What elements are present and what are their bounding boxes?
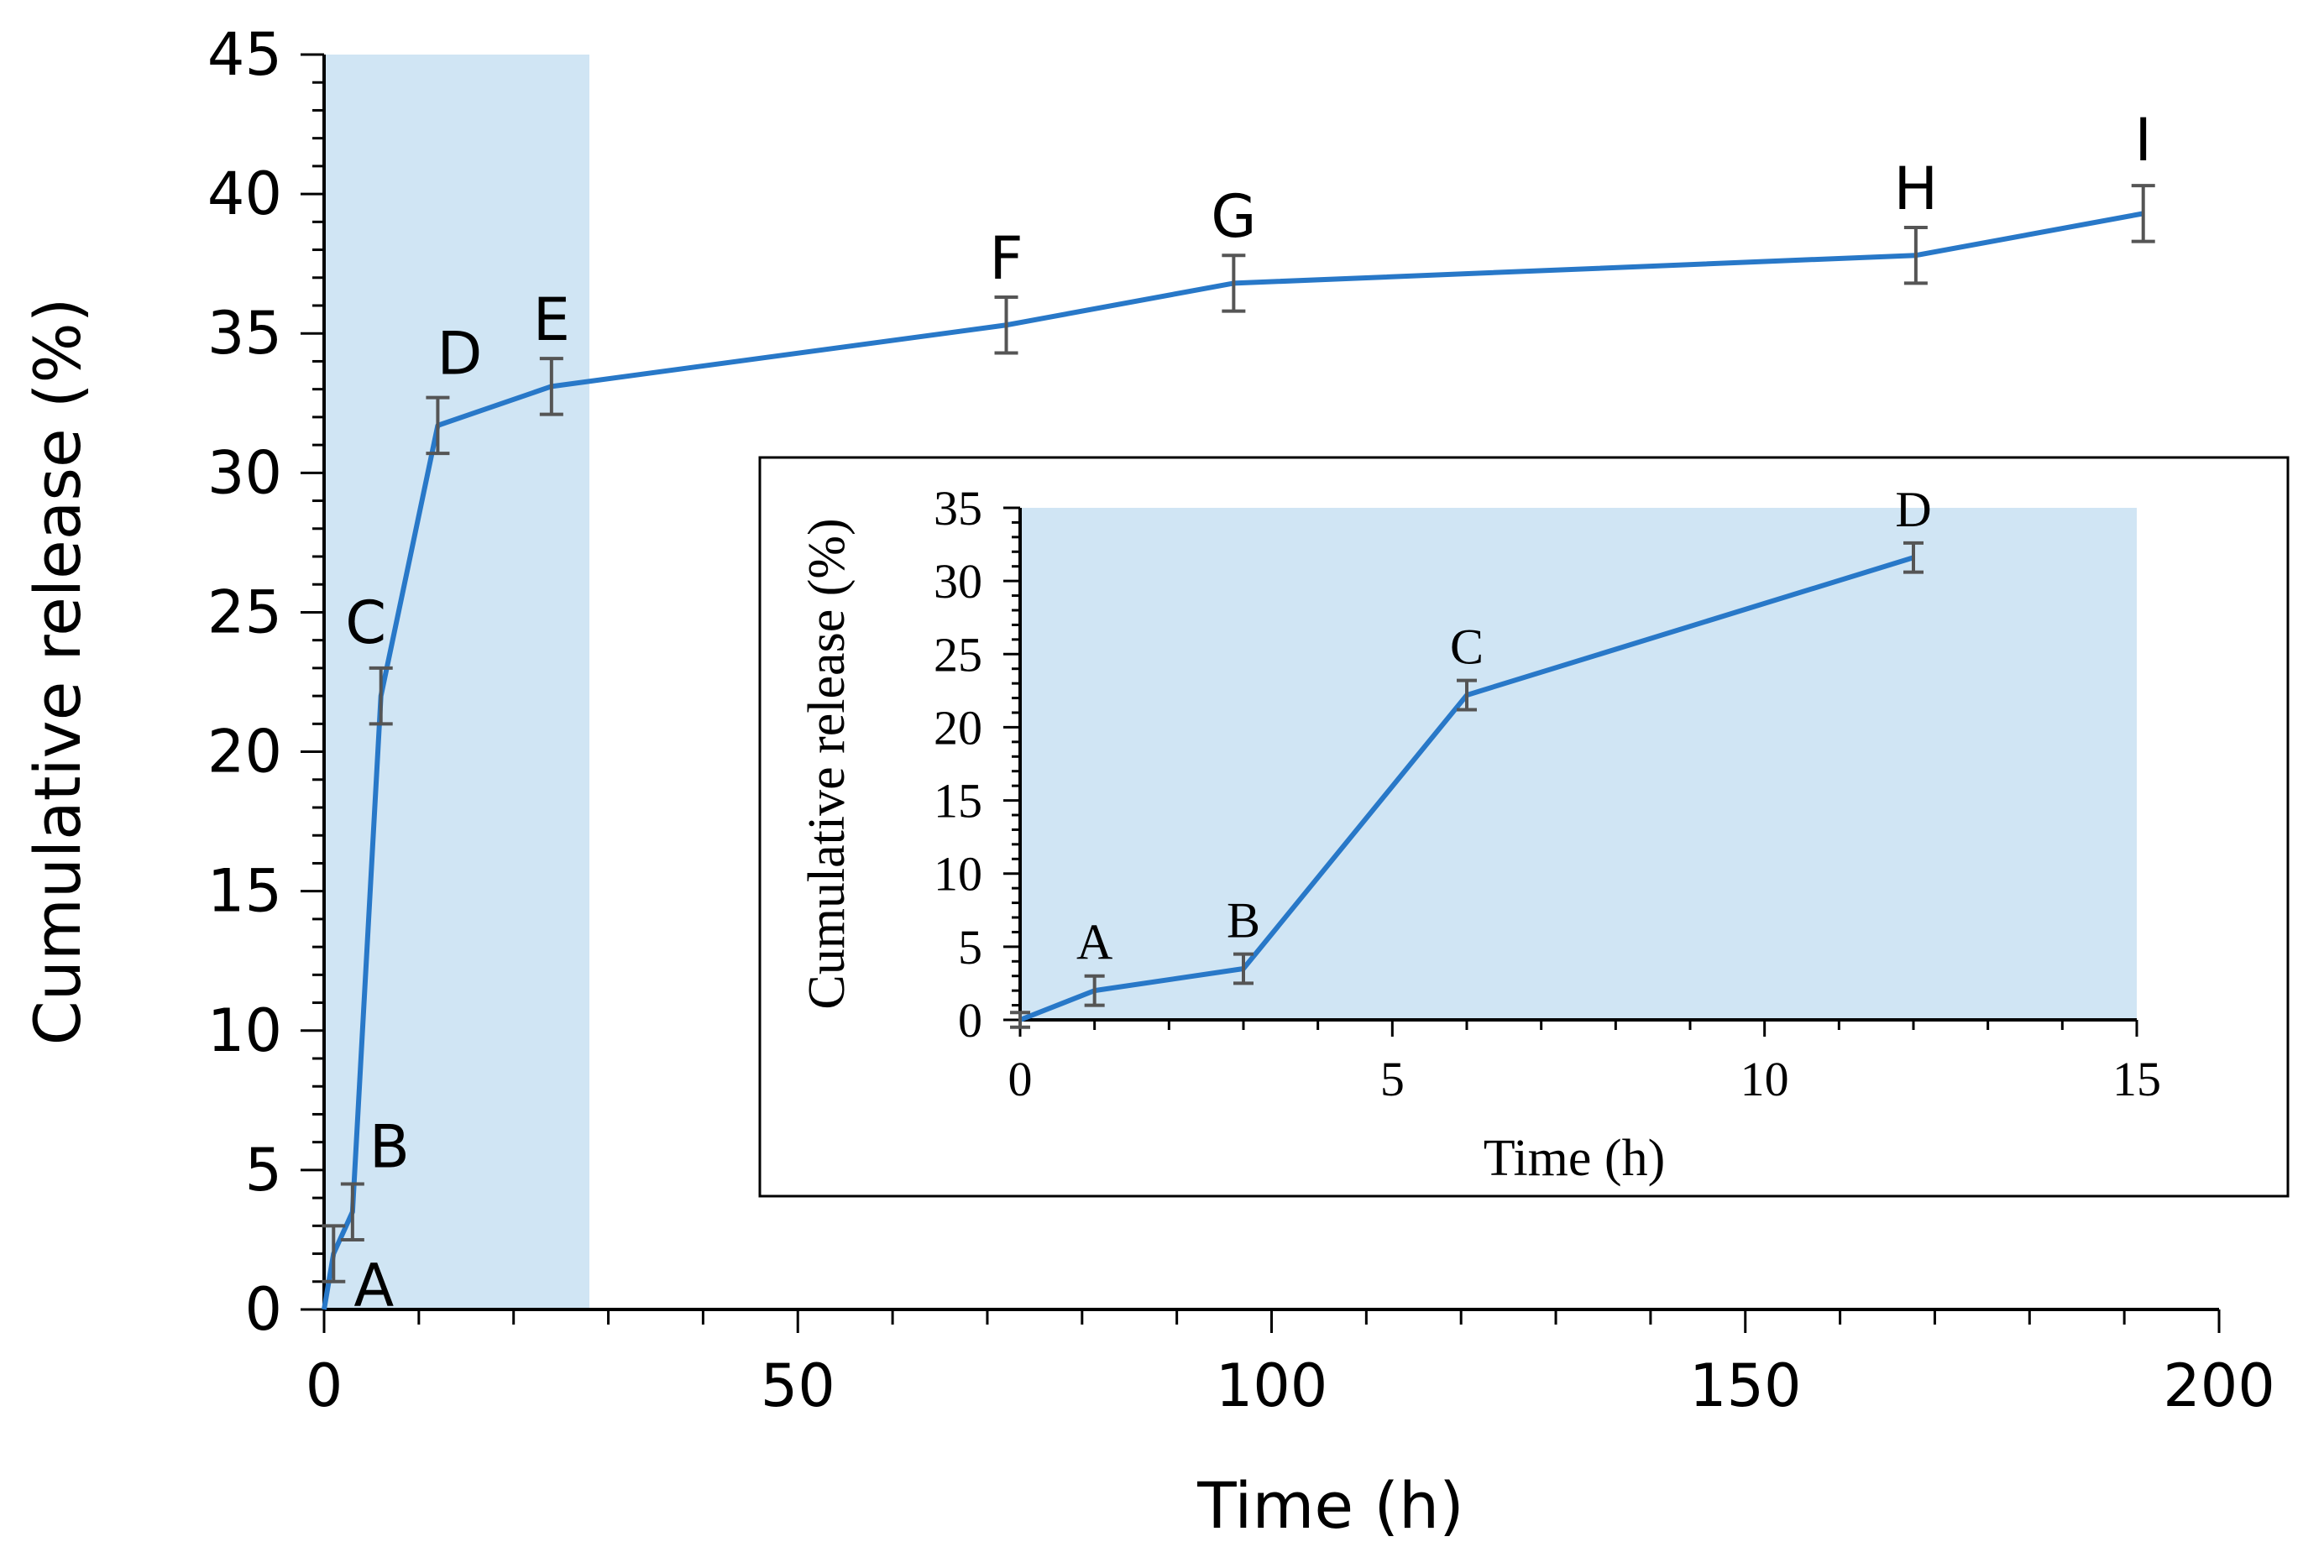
main-error-bar: [1903, 225, 1928, 285]
inset-y-tick-label: 0: [958, 993, 982, 1048]
inset-error-bar: [1457, 678, 1477, 712]
main-error-bar: [426, 395, 450, 456]
main-x-tick-label: 200: [2163, 1351, 2275, 1420]
main-error-bar: [322, 1224, 346, 1283]
main-point-label-A: A: [353, 1251, 394, 1320]
inset-y-tick-label: 5: [958, 920, 982, 975]
inset-point-label-D: D: [1895, 482, 1931, 537]
main-y-tick-label: 15: [207, 857, 282, 926]
main-error-bar: [340, 1182, 364, 1241]
main-y-tick-label: 45: [207, 20, 282, 89]
main-error-bar: [994, 295, 1018, 355]
main-y-axis-title: Cumulative release (%): [20, 298, 95, 1046]
inset-point-label-C: C: [1450, 619, 1484, 675]
main-point-label-F: F: [989, 224, 1023, 293]
main-error-bar: [2131, 184, 2155, 243]
main-point-label-D: D: [437, 320, 482, 389]
main-y-tick-label: 35: [207, 299, 282, 368]
inset-x-tick-label: 5: [1380, 1052, 1405, 1106]
inset-y-tick-label: 10: [934, 847, 982, 902]
inset-y-tick-label: 25: [934, 627, 982, 682]
inset-y-tick-label: 30: [934, 554, 982, 609]
main-point-label-E: E: [533, 285, 570, 354]
inset-error-bar: [1903, 541, 1924, 574]
main-x-tick-label: 100: [1216, 1351, 1328, 1420]
main-point-label-I: I: [2134, 106, 2152, 175]
inset-y-tick-label: 20: [934, 700, 982, 755]
main-error-bar: [369, 666, 393, 726]
inset-point-labels: A B C D: [1076, 482, 1932, 970]
inset-shaded-region: [1020, 508, 2137, 1020]
main-y-tick-label: 5: [244, 1136, 282, 1205]
main-x-tick-label: 50: [761, 1351, 835, 1420]
main-y-tick-label: 20: [207, 718, 282, 787]
inset-x-tick-label: 15: [2112, 1052, 2161, 1106]
main-point-label-C: C: [345, 588, 386, 657]
inset-error-bar: [1233, 952, 1254, 985]
main-error-bars: [322, 184, 2155, 1283]
inset-error-bar: [1010, 1011, 1030, 1029]
main-y-tick-label: 30: [207, 438, 282, 507]
inset-y-tick-label: 15: [934, 774, 982, 828]
main-series-line: [322, 211, 2144, 1310]
inset-x-tick-label: 0: [1008, 1052, 1033, 1106]
main-y-axis-ticks: 0 5 10 15 20 25 30 35 40 45: [207, 20, 324, 1344]
main-error-bar: [1222, 253, 1246, 313]
main-x-tick-label: 150: [1689, 1351, 1802, 1420]
inset-y-axis-title: Cumulative release (%): [798, 518, 856, 1009]
inset-y-tick-label: 35: [934, 481, 982, 536]
main-x-axis-ticks: 0 50 100 150 200: [306, 1309, 2275, 1420]
inset-x-tick-label: 10: [1740, 1052, 1789, 1106]
main-y-tick-label: 0: [244, 1275, 282, 1344]
inset-point-label-B: B: [1227, 893, 1260, 949]
main-x-tick-label: 0: [306, 1351, 343, 1420]
main-y-tick-label: 10: [207, 996, 282, 1065]
inset-x-axis-title: Time (h): [1484, 1130, 1665, 1187]
main-point-label-G: G: [1211, 182, 1256, 251]
main-y-tick-label: 25: [207, 578, 282, 646]
main-shaded-region: [324, 55, 589, 1309]
inset-y-axis-ticks: 0 5 10 15 20 25 30 35: [934, 481, 1020, 1048]
main-x-axis-title: Time (h): [1196, 1468, 1464, 1543]
main-y-tick-label: 40: [207, 159, 282, 228]
main-error-bar: [539, 357, 563, 416]
inset-chart: 0 5 10 15 20 25 30 35 0 5 10 15 A B C D Time (h) Cumu…: [758, 456, 2290, 1198]
main-point-label-B: B: [369, 1113, 410, 1182]
inset-error-bars: [1010, 541, 1924, 1029]
inset-error-bar: [1084, 974, 1105, 1007]
inset-point-label-A: A: [1076, 915, 1112, 970]
main-point-label-H: H: [1894, 154, 1939, 223]
